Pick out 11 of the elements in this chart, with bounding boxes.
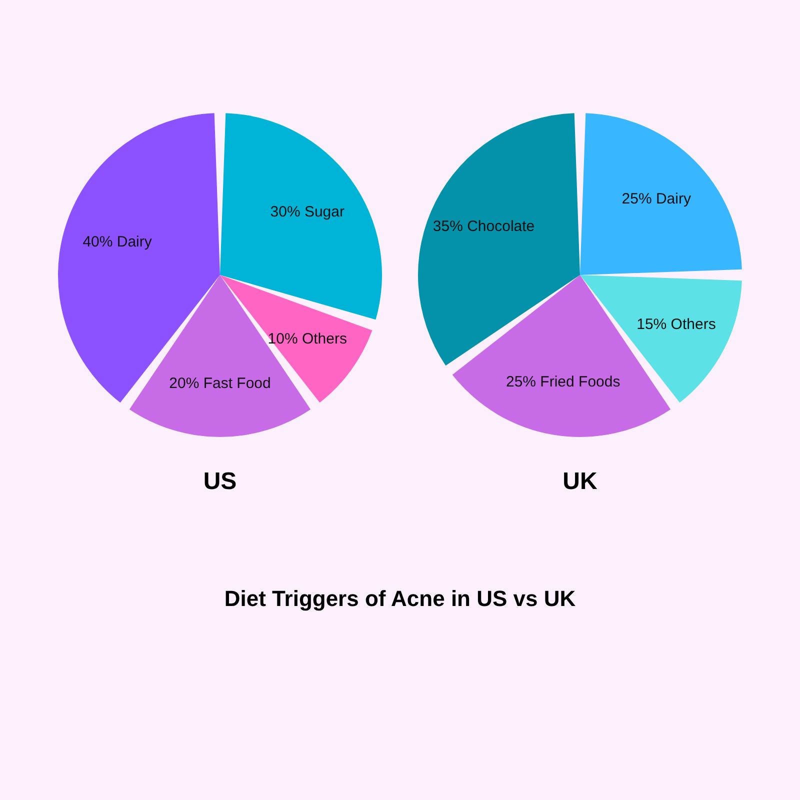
slice-label: 30% Sugar bbox=[270, 204, 344, 221]
slice-label: 15% Others bbox=[636, 316, 716, 334]
slice-label: 10% Others bbox=[268, 330, 347, 348]
slice-label: 20% Fast Food bbox=[169, 375, 271, 392]
slice-label: 25% Dairy bbox=[622, 190, 692, 208]
text: US bbox=[203, 468, 237, 495]
slice-label: 40% Dairy bbox=[82, 234, 152, 251]
slice-label: 35% Chocolate bbox=[432, 218, 535, 235]
slice-label: 25% Fried Foods bbox=[506, 374, 620, 391]
text: UK bbox=[562, 468, 598, 495]
text: Diet Triggers of Acne in US vs UK bbox=[224, 586, 576, 611]
